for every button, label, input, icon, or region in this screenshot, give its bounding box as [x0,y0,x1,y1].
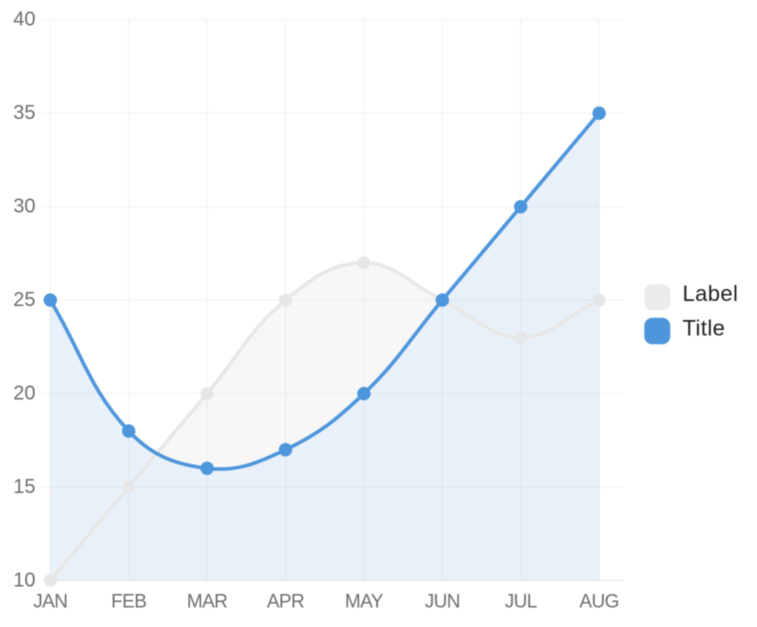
svg-text:APR: APR [267,592,304,613]
svg-text:MAY: MAY [345,592,384,613]
svg-text:10: 10 [13,569,35,591]
svg-text:25: 25 [13,289,35,311]
svg-text:FEB: FEB [111,592,146,613]
svg-text:JAN: JAN [33,592,67,613]
svg-text:Title: Title [683,315,726,340]
svg-text:JUN: JUN [425,592,460,613]
svg-text:30: 30 [13,196,35,218]
svg-text:40: 40 [13,9,35,31]
svg-text:JUL: JUL [505,592,537,613]
svg-text:35: 35 [13,102,35,124]
svg-text:20: 20 [13,382,35,404]
svg-text:15: 15 [13,476,35,498]
svg-text:AUG: AUG [579,592,618,613]
svg-text:MAR: MAR [187,592,227,613]
svg-text:Label: Label [683,281,739,306]
